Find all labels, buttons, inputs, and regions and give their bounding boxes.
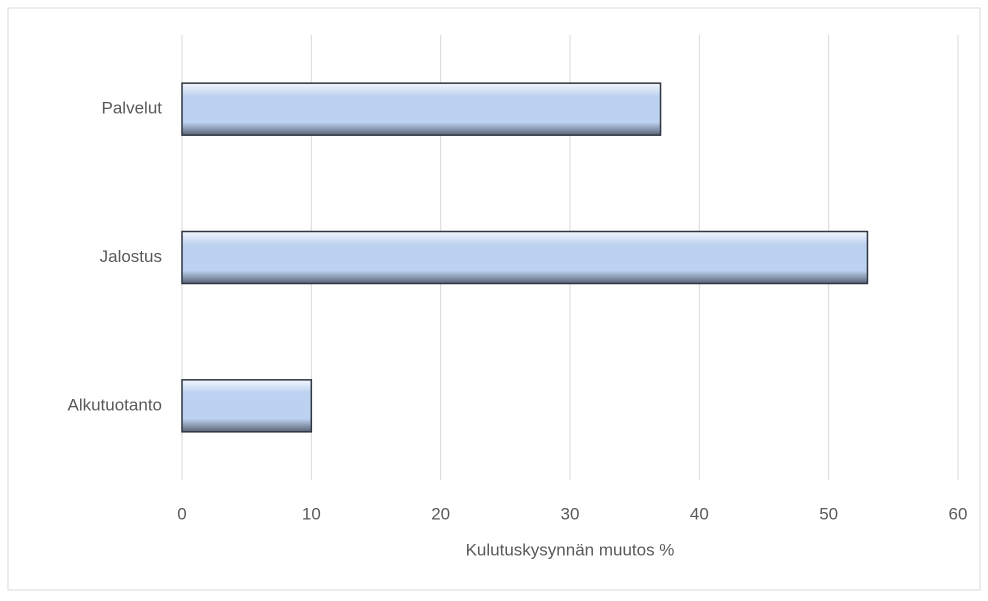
x-tick-label: 20 — [431, 504, 450, 523]
bar — [181, 82, 662, 136]
y-tick-label: Palvelut — [102, 99, 163, 118]
x-tick-label: 40 — [690, 504, 709, 523]
y-tick-label: Alkutuotanto — [67, 395, 162, 414]
x-tick-label: 0 — [177, 504, 186, 523]
x-tick-label: 60 — [949, 504, 968, 523]
x-axis-label: Kulutuskysynnän muutos % — [466, 540, 675, 559]
x-tick-label: 10 — [302, 504, 321, 523]
bar — [181, 230, 869, 285]
bar — [181, 379, 313, 433]
x-tick-label: 30 — [561, 504, 580, 523]
y-tick-label: Jalostus — [100, 247, 162, 266]
x-tick-label: 50 — [819, 504, 838, 523]
